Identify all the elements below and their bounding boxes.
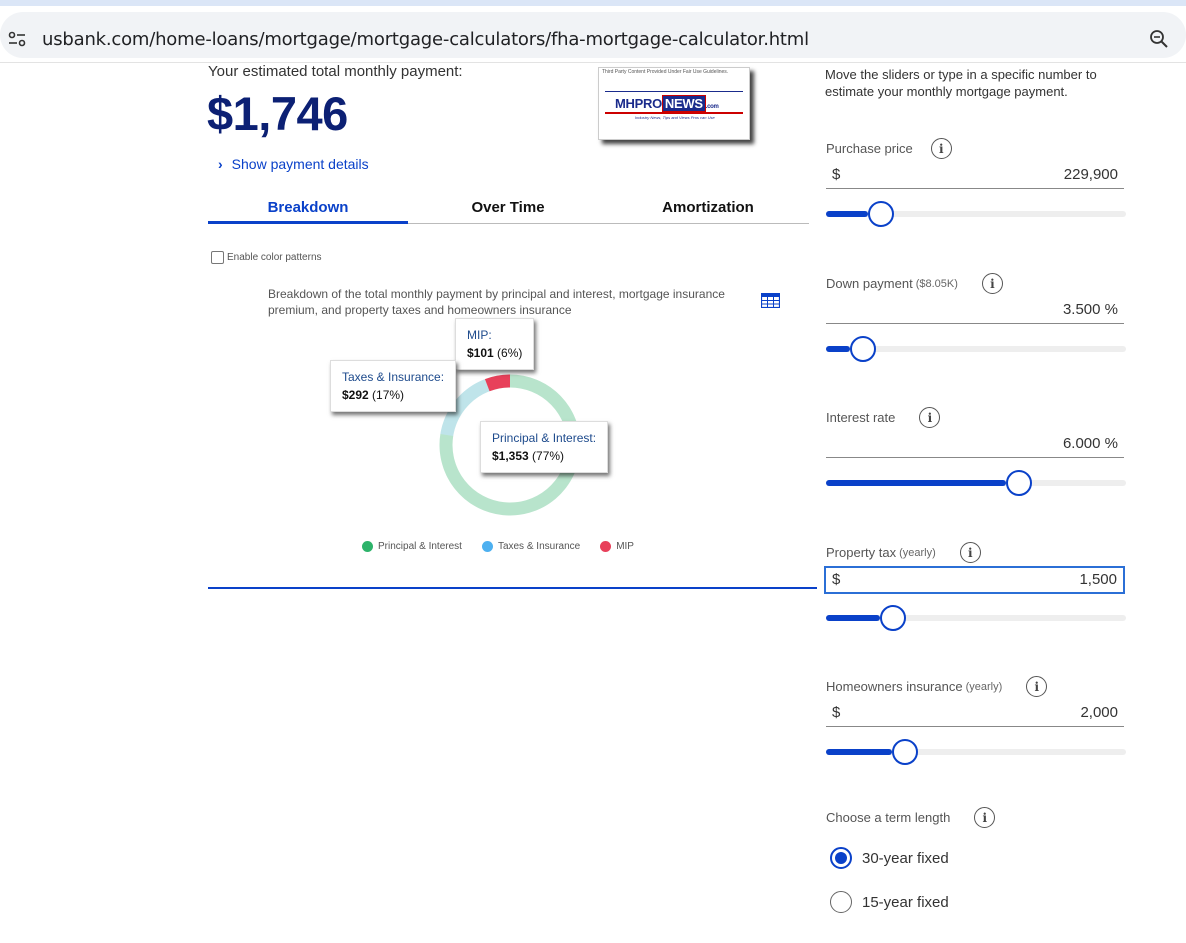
term-option-30[interactable]: 30-year fixed xyxy=(830,847,949,869)
slider-thumb[interactable] xyxy=(880,605,906,631)
zoom-icon[interactable] xyxy=(1148,28,1170,50)
chevron-right-icon: › xyxy=(218,156,223,172)
logo-tagline: Industry News, Tips and Views Pros can U… xyxy=(635,115,715,120)
donut-slice-taxes-insurance[interactable] xyxy=(440,379,490,437)
url-text[interactable]: usbank.com/home-loans/mortgage/mortgage-… xyxy=(42,29,809,50)
slider-thumb[interactable] xyxy=(1006,470,1032,496)
info-icon[interactable]: i xyxy=(974,807,996,828)
term-length-label: Choose a term length i xyxy=(826,807,996,828)
tooltip-mip: MIP: $101 (6%) xyxy=(455,318,535,370)
legend-taxes-insurance[interactable]: Taxes & Insurance xyxy=(481,541,580,552)
interest-rate-label: Interest rate i xyxy=(826,407,941,428)
color-patterns-checkbox[interactable] xyxy=(211,251,224,264)
site-settings-icon[interactable] xyxy=(6,28,28,50)
tooltip-ti-label: Taxes & Insurance: xyxy=(342,370,445,384)
tooltip-mip-label: MIP: xyxy=(467,328,492,342)
enable-color-patterns[interactable]: Enable color patterns xyxy=(211,251,322,264)
legend-dot xyxy=(481,541,493,552)
property-tax-input[interactable]: $ 1,500 xyxy=(824,566,1125,594)
slider-thumb[interactable] xyxy=(868,201,894,227)
legend-dot xyxy=(600,541,612,552)
logo-caption: Third Party Content Provided Under Fair … xyxy=(602,69,729,75)
browser-url-bar: usbank.com/home-loans/mortgage/mortgage-… xyxy=(0,6,1186,63)
show-details-label: Show payment details xyxy=(231,156,369,172)
mhpronews-logo: Third Party Content Provided Under Fair … xyxy=(598,67,750,140)
slider-thumb[interactable] xyxy=(850,336,876,362)
tooltip-pi-pct: (77%) xyxy=(532,449,565,463)
slider-thumb[interactable] xyxy=(892,739,918,765)
interest-rate-slider[interactable] xyxy=(826,470,1126,496)
chart-tabs: Breakdown Over Time Amortization xyxy=(208,199,809,224)
legend-principal-interest[interactable]: Principal & Interest xyxy=(362,541,462,552)
tooltip-principal-interest: Principal & Interest: $1,353 (77%) xyxy=(480,421,609,473)
home-insurance-slider[interactable] xyxy=(826,739,1126,765)
info-icon[interactable]: i xyxy=(930,138,952,159)
info-icon[interactable]: i xyxy=(919,407,941,428)
home-insurance-input[interactable]: $ 2,000 xyxy=(826,701,1124,727)
purchase-price-input[interactable]: $ 229,900 xyxy=(826,163,1124,189)
payment-donut-chart xyxy=(439,374,581,516)
tooltip-pi-label: Principal & Interest: xyxy=(492,431,597,445)
purchase-price-label: Purchase price i xyxy=(826,138,952,159)
tooltip-taxes-insurance: Taxes & Insurance: $292 (17%) xyxy=(330,360,457,412)
color-patterns-label: Enable color patterns xyxy=(227,252,322,263)
logo-wordmark: MHPRO NEWS .com xyxy=(615,95,719,112)
browser-top-strip xyxy=(0,0,1186,6)
legend-dot xyxy=(362,541,373,552)
info-icon[interactable]: i xyxy=(959,542,981,563)
term-option-15-label: 15-year fixed xyxy=(862,893,949,911)
term-option-15[interactable]: 15-year fixed xyxy=(830,891,949,913)
estimate-label: Your estimated total monthly payment: xyxy=(208,63,463,80)
tooltip-ti-amount: $292 xyxy=(342,388,369,402)
down-payment-label: Down payment ($8.05K) i xyxy=(826,273,1003,294)
tab-over-time[interactable]: Over Time xyxy=(471,199,545,216)
property-tax-slider[interactable] xyxy=(826,605,1126,631)
estimate-amount: $1,746 xyxy=(207,87,348,140)
interest-rate-input[interactable]: 6.000 % xyxy=(826,432,1124,458)
legend-mip[interactable]: MIP xyxy=(600,541,634,552)
home-insurance-label: Homeowners insurance (yearly) i xyxy=(826,676,1048,697)
form-intro: Move the sliders or type in a specific n… xyxy=(825,67,1097,99)
info-icon[interactable]: i xyxy=(1026,676,1048,697)
purchase-price-slider[interactable] xyxy=(826,201,1126,227)
radio-30-year[interactable] xyxy=(830,847,852,869)
property-tax-label: Property tax (yearly) i xyxy=(826,542,981,563)
donut-slice-mip[interactable] xyxy=(484,374,511,392)
tooltip-mip-pct: (6%) xyxy=(497,346,523,360)
down-payment-slider[interactable] xyxy=(826,336,1126,362)
term-option-30-label: 30-year fixed xyxy=(862,849,949,867)
tooltip-ti-pct: (17%) xyxy=(372,388,405,402)
logo-rule-bottom xyxy=(605,112,743,114)
tooltip-pi-amount: $1,353 xyxy=(492,449,529,463)
address-field[interactable]: usbank.com/home-loans/mortgage/mortgage-… xyxy=(0,12,1186,58)
section-divider xyxy=(208,587,817,589)
info-icon[interactable]: i xyxy=(981,273,1003,294)
table-view-icon[interactable] xyxy=(761,293,780,308)
tab-breakdown[interactable]: Breakdown xyxy=(208,199,408,224)
logo-rule-top xyxy=(605,91,743,92)
tooltip-mip-amount: $101 xyxy=(467,346,494,360)
down-payment-input[interactable]: 3.500 % xyxy=(826,298,1124,324)
show-payment-details-link[interactable]: › Show payment details xyxy=(218,156,369,172)
donut-slice-principal-interest[interactable] xyxy=(439,374,581,516)
radio-15-year[interactable] xyxy=(830,891,852,913)
chart-legend: Principal & Interest Taxes & Insurance M… xyxy=(362,541,634,552)
tab-amortization[interactable]: Amortization xyxy=(662,199,754,216)
chart-description: Breakdown of the total monthly payment b… xyxy=(268,287,725,317)
